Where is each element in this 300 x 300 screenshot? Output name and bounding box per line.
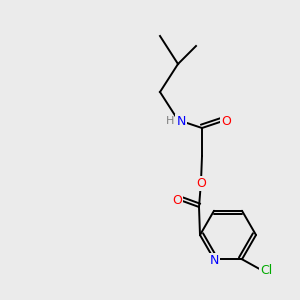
Text: N: N — [209, 254, 219, 267]
Text: O: O — [172, 194, 182, 207]
Text: N: N — [176, 115, 186, 128]
Text: H: H — [166, 116, 174, 126]
Text: Cl: Cl — [260, 264, 272, 277]
Text: O: O — [221, 115, 231, 128]
Text: O: O — [196, 177, 206, 190]
